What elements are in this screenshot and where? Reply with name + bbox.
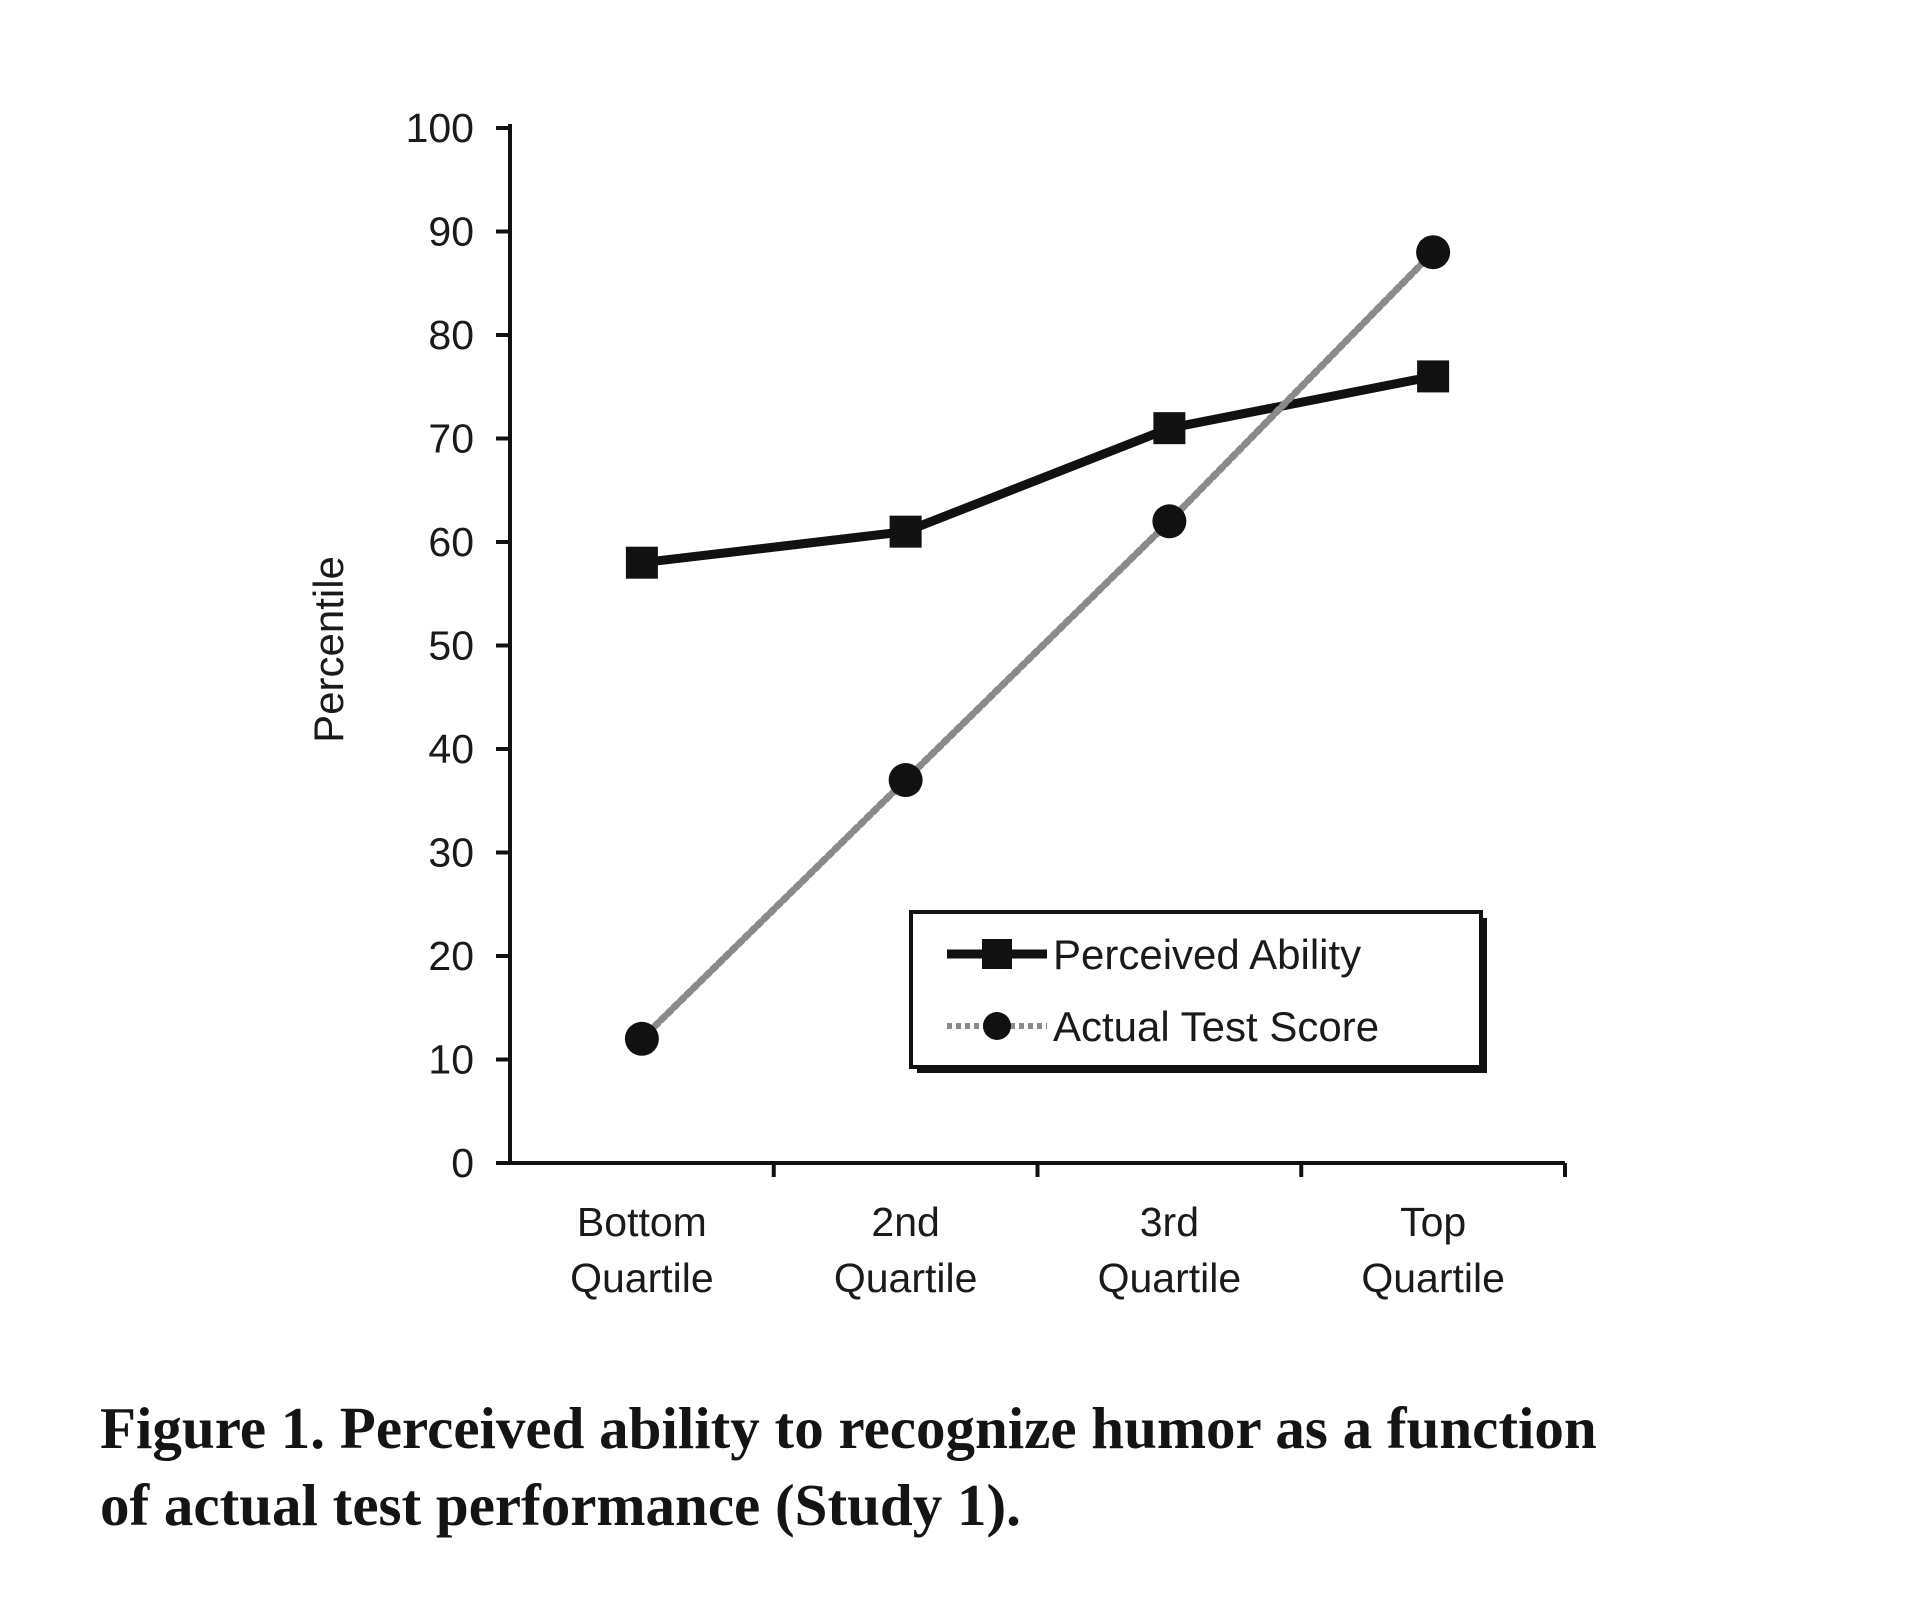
y-tick-label: 70 xyxy=(428,416,474,462)
y-axis-title: Percentile xyxy=(305,556,352,743)
caption-line-1: Figure 1. Perceived ability to recognize… xyxy=(100,1395,1597,1461)
marker-circle-2 xyxy=(888,763,923,798)
marker-square-4 xyxy=(1417,360,1450,393)
y-tick-label: 60 xyxy=(428,519,474,565)
marker-square-2 xyxy=(889,515,922,548)
legend-label-2: Actual Test Score xyxy=(1053,1003,1379,1050)
y-tick-label: 90 xyxy=(428,209,474,255)
x-tick-label-line: Top xyxy=(1400,1199,1466,1245)
marker-square-3 xyxy=(1153,412,1186,445)
figure-caption: Figure 1. Perceived ability to recognize… xyxy=(100,1390,1860,1544)
x-tick-label: 3rd Quartile xyxy=(1098,1199,1242,1301)
y-tick-label: 30 xyxy=(428,830,474,876)
y-tick-label: 50 xyxy=(428,623,474,669)
x-tick-label-line: Quartile xyxy=(1361,1255,1505,1301)
marker-circle-4 xyxy=(1416,235,1451,270)
legend-marker-square xyxy=(982,939,1012,969)
marker-circle-3 xyxy=(1152,504,1187,539)
legend-box xyxy=(909,910,1483,1069)
x-tick-label-line: 3rd xyxy=(1140,1199,1199,1245)
y-tick-label: 100 xyxy=(406,105,474,151)
x-tick-label-line: Quartile xyxy=(834,1255,978,1301)
y-tick-label: 0 xyxy=(451,1140,474,1186)
series-line-2 xyxy=(638,248,1437,1043)
y-tick-label: 20 xyxy=(428,933,474,979)
legend-marker-circle xyxy=(983,1012,1011,1040)
x-tick-label-line: Quartile xyxy=(1098,1255,1242,1301)
marker-circle-1 xyxy=(624,1021,659,1056)
x-tick-label: 2nd Quartile xyxy=(834,1199,978,1301)
y-tick-label: 10 xyxy=(428,1037,474,1083)
caption-line-2: of actual test performance (Study 1). xyxy=(100,1472,1021,1538)
y-tick-label: 80 xyxy=(428,312,474,358)
marker-square-1 xyxy=(625,546,658,579)
series-line-1 xyxy=(637,371,1438,568)
x-tick-label: Bottom Quartile xyxy=(570,1199,714,1301)
x-tick-label-line: Bottom xyxy=(577,1199,707,1245)
x-tick-label-line: 2nd xyxy=(871,1199,939,1245)
x-tick-label: Top Quartile xyxy=(1361,1199,1505,1301)
legend-label-1: Perceived Ability xyxy=(1053,931,1361,978)
chart-series xyxy=(624,235,1451,1056)
chart-axes: 0 10 20 30 40 50 60 70 80 90 100 Bottom Quartile 2nd Q… xyxy=(305,105,1567,1301)
chart-legend: Perceived Ability Actual Test Score xyxy=(909,910,1487,1073)
x-tick-label-line: Quartile xyxy=(570,1255,714,1301)
line-chart: 0 10 20 30 40 50 60 70 80 90 100 Bottom Quartile 2nd Q… xyxy=(305,105,1567,1301)
y-tick-label: 40 xyxy=(428,726,474,772)
